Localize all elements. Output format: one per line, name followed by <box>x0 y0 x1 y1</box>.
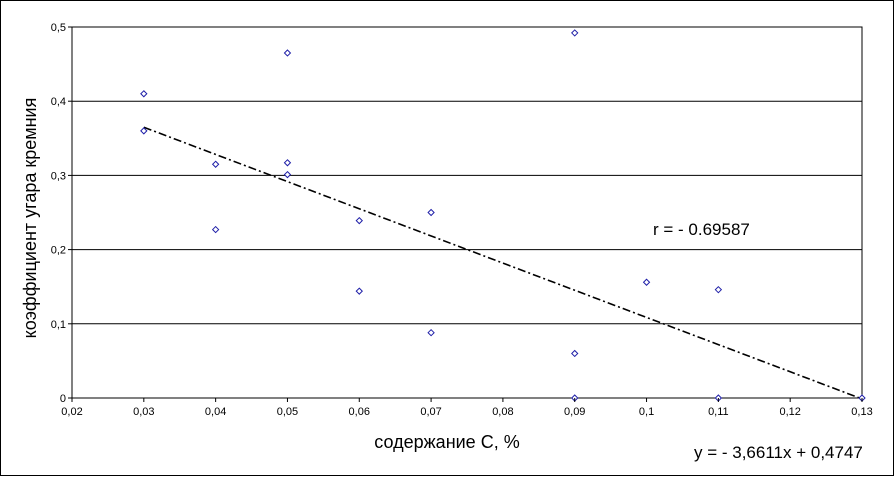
data-point <box>283 49 292 57</box>
y-tick-label: 0,2 <box>51 245 66 257</box>
y-tick-label: 0,3 <box>51 170 66 182</box>
x-tick-label: 0,11 <box>708 406 729 418</box>
data-point <box>427 328 435 337</box>
y-tick-labels: 0 0,1 0,2 0,3 0,4 0,5 <box>51 22 72 405</box>
x-tick-label: 0,1 <box>639 406 654 418</box>
data-points <box>140 29 866 402</box>
data-point <box>283 159 292 167</box>
data-point <box>140 90 148 98</box>
x-tick-label: 0,06 <box>349 406 370 418</box>
x-tick-label: 0,12 <box>779 406 800 418</box>
y-tick-label: 0,1 <box>51 319 66 331</box>
x-tick-label: 0,13 <box>851 406 872 418</box>
x-tick-label: 0,02 <box>61 406 82 418</box>
data-point <box>211 225 220 234</box>
y-tick-label: 0,5 <box>51 22 66 34</box>
data-point <box>642 278 651 286</box>
data-point <box>571 29 579 37</box>
y-tick-label: 0,4 <box>51 96 66 108</box>
data-point <box>355 216 363 225</box>
data-point <box>211 160 220 168</box>
regression-equation-label: y = - 3,6611x + 0,4747 <box>694 443 863 462</box>
data-point <box>283 170 292 179</box>
data-point <box>427 208 435 217</box>
plot-area <box>71 26 863 399</box>
x-tick-label: 0,07 <box>420 406 441 418</box>
data-point <box>140 127 148 135</box>
x-tick-label: 0,05 <box>277 406 298 418</box>
y-axis-label: коэффициент угара кремния <box>20 98 40 339</box>
x-axis-label: содержание С, % <box>374 432 519 452</box>
x-tick-label: 0,03 <box>133 406 154 418</box>
correlation-label: r = - 0.69587 <box>653 220 750 239</box>
data-point <box>571 349 579 358</box>
x-tick-labels: 0,02 0,03 0,04 0,05 0,06 0,07 0,08 0,09 0,1 0,11 0… <box>61 398 873 418</box>
data-point <box>355 287 363 295</box>
y-tick-label: 0 <box>60 393 66 405</box>
data-point <box>714 285 723 294</box>
x-tick-label: 0,04 <box>205 406 226 418</box>
x-tick-label: 0,08 <box>492 406 513 418</box>
x-tick-label: 0,09 <box>564 406 585 418</box>
